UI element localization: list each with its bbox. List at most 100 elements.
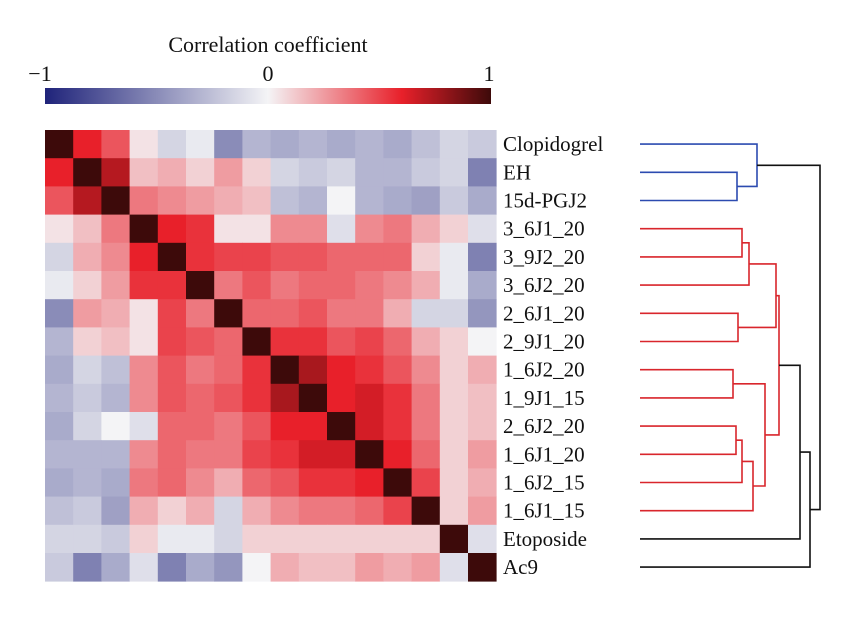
heatmap-cell — [73, 496, 102, 526]
heatmap-cell — [411, 524, 441, 554]
heatmap-cell — [129, 440, 159, 469]
heatmap-cells — [45, 130, 497, 582]
heatmap-cell — [73, 468, 102, 497]
dendrogram-branch — [640, 227, 743, 258]
heatmap-cell — [355, 299, 384, 328]
heatmap-cell — [298, 440, 328, 469]
heatmap-cell — [468, 355, 497, 385]
heatmap-cell — [468, 468, 497, 497]
heatmap-cell — [411, 553, 441, 582]
heatmap-cell — [157, 440, 187, 469]
heatmap-cell — [45, 271, 74, 300]
heatmap-cell — [439, 440, 469, 469]
heatmap-cell — [411, 158, 441, 187]
heatmap-cell — [157, 553, 187, 582]
heatmap-cell — [45, 524, 74, 554]
heatmap-cell — [157, 158, 187, 187]
heatmap-cell — [468, 496, 497, 526]
dendrogram-branch — [640, 451, 811, 568]
heatmap-cell — [383, 214, 412, 244]
heatmap-cell — [327, 299, 356, 328]
heatmap-cell — [101, 186, 130, 215]
heatmap-cell — [73, 383, 102, 413]
heatmap-cell — [411, 186, 441, 215]
heatmap-cell — [327, 186, 356, 215]
heatmap-cell — [411, 130, 441, 159]
heatmap-cell — [411, 412, 441, 441]
heatmap-cell — [186, 468, 215, 497]
heatmap-cell — [411, 496, 441, 526]
heatmap-cell — [101, 524, 130, 554]
row-label: EH — [503, 160, 531, 184]
heatmap-cell — [270, 553, 300, 582]
heatmap-cell — [214, 299, 243, 328]
heatmap-cell — [214, 130, 243, 159]
heatmap-cell — [242, 299, 271, 328]
heatmap-cell — [298, 271, 328, 300]
heatmap-cell — [73, 553, 102, 582]
row-label: 3_9J2_20 — [503, 245, 585, 269]
heatmap-cell — [327, 327, 356, 356]
heatmap-cell — [327, 440, 356, 469]
heatmap-cell — [101, 383, 130, 413]
heatmap-cell — [355, 383, 384, 413]
heatmap-cell — [101, 327, 130, 356]
heatmap-cell — [355, 242, 384, 272]
heatmap-cell — [242, 524, 271, 554]
row-label: 1_6J1_20 — [503, 442, 585, 466]
row-label: Ac9 — [503, 555, 538, 579]
dendrogram-branch — [640, 368, 734, 399]
row-label: 15d-PGJ2 — [503, 189, 587, 213]
heatmap-cell — [383, 468, 412, 497]
colorbar-tick-label: 1 — [484, 61, 495, 86]
heatmap-cell — [270, 355, 300, 385]
heatmap-cell — [129, 468, 159, 497]
row-label: 3_6J1_20 — [503, 217, 585, 241]
heatmap-cell — [186, 186, 215, 215]
heatmap-cell — [157, 130, 187, 159]
colorbar-tick-label: −1 — [28, 61, 51, 86]
heatmap-cell — [214, 412, 243, 441]
heatmap-cell — [298, 186, 328, 215]
heatmap-cell — [327, 242, 356, 272]
heatmap-cell — [411, 468, 441, 497]
heatmap-cell — [242, 440, 271, 469]
heatmap-cell — [73, 524, 102, 554]
dendrogram-branch — [757, 164, 821, 511]
heatmap-cell — [157, 383, 187, 413]
heatmap-cell — [327, 412, 356, 441]
heatmap-cell — [45, 327, 74, 356]
heatmap-cell — [270, 242, 300, 272]
heatmap-cell — [355, 553, 384, 582]
row-label: 2_9J1_20 — [503, 330, 585, 354]
heatmap-cell — [298, 299, 328, 328]
dendrogram — [640, 143, 821, 568]
heatmap-cell — [129, 496, 159, 526]
heatmap-cell — [383, 271, 412, 300]
colorbar-tick-label: 0 — [263, 61, 274, 86]
heatmap-cell — [270, 440, 300, 469]
heatmap-cell — [355, 355, 384, 385]
heatmap-cell — [157, 412, 187, 441]
heatmap-cell — [242, 271, 271, 300]
heatmap-cell — [298, 130, 328, 159]
row-label: Clopidogrel — [503, 132, 603, 156]
heatmap-cell — [327, 214, 356, 244]
heatmap-cell — [157, 355, 187, 385]
heatmap-cell — [186, 271, 215, 300]
heatmap-cell — [214, 355, 243, 385]
heatmap-cell — [101, 214, 130, 244]
heatmap-cell — [242, 412, 271, 441]
heatmap-cell — [468, 299, 497, 328]
heatmap-cell — [129, 327, 159, 356]
heatmap-cell — [186, 440, 215, 469]
heatmap-cell — [439, 242, 469, 272]
heatmap-cell — [270, 271, 300, 300]
heatmap-cell — [157, 186, 187, 215]
heatmap-cell — [157, 327, 187, 356]
heatmap-cell — [242, 242, 271, 272]
heatmap-cell — [298, 468, 328, 497]
heatmap-cell — [411, 383, 441, 413]
heatmap-cell — [129, 553, 159, 582]
